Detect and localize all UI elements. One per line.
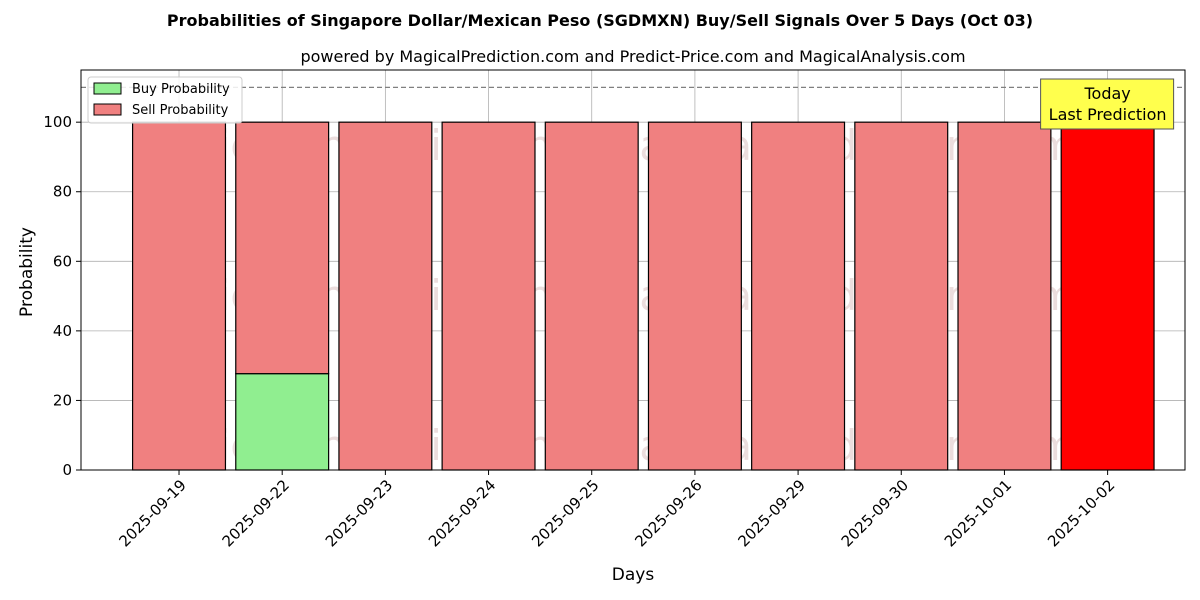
sell-bar-2025-10-01: [957, 121, 1052, 471]
sell-bar-2025-09-19: [131, 121, 227, 471]
y-tick-label: 100: [43, 113, 72, 131]
legend-box: [87, 76, 243, 124]
chart-subtitle: powered by MagicalPrediction.com and Pre…: [300, 47, 965, 66]
y-tick-label: 60: [53, 252, 72, 270]
x-tick-label: 2025-09-24: [425, 476, 499, 550]
buy-bar-2025-09-22: [235, 373, 330, 471]
x-tick-label: 2025-09-30: [838, 476, 912, 550]
annotation-line: Last Prediction: [1049, 105, 1167, 124]
x-tick-label: 2025-10-02: [1044, 476, 1118, 550]
sell-bar-2025-10-02: [1060, 121, 1155, 471]
y-tick-label: 80: [53, 183, 72, 201]
x-tick-label: 2025-09-23: [322, 476, 396, 550]
x-axis-label: Days: [612, 565, 655, 585]
legend-label: Buy Probability: [132, 82, 230, 97]
x-tick-label: 2025-09-22: [219, 476, 293, 550]
x-tick-label: 2025-09-29: [735, 476, 809, 550]
y-tick-label: 20: [53, 391, 72, 409]
legend-swatch: [93, 82, 122, 95]
x-axis: 2025-09-19 2025-09-22 2025-09-23 2025-09-24…: [115, 470, 1118, 550]
y-axis: 0 20 40 60 80 100: [43, 113, 81, 479]
x-tick-label: 2025-10-01: [941, 476, 1015, 550]
sell-bar-2025-09-30: [854, 121, 949, 471]
sell-bar-2025-09-24: [441, 121, 536, 471]
sell-bar-2025-09-26: [647, 121, 742, 471]
x-tick-label: 2025-09-19: [115, 476, 189, 550]
sell-bar-2025-09-25: [544, 121, 639, 471]
y-axis-label: Probability: [17, 227, 37, 317]
legend: Buy Probability Sell Probability: [87, 76, 243, 124]
annotation-line: Today: [1083, 84, 1130, 103]
legend-swatch: [93, 103, 122, 116]
sell-bar-2025-09-23: [338, 121, 433, 471]
sell-bar-2025-09-22: [235, 121, 330, 375]
bars: [131, 121, 1155, 471]
x-tick-label: 2025-09-25: [528, 476, 602, 550]
sell-bar-2025-09-29: [751, 121, 846, 471]
y-tick-label: 40: [53, 322, 72, 340]
plot-frame: [80, 69, 1186, 471]
today-annotation: Today Last Prediction: [1040, 78, 1175, 130]
x-tick-label: 2025-09-26: [631, 476, 705, 550]
chart-title: Probabilities of Singapore Dollar/Mexica…: [167, 11, 1033, 30]
y-tick-label: 0: [62, 461, 72, 479]
legend-label: Sell Probability: [132, 103, 229, 118]
annotation-box: [1040, 78, 1175, 130]
